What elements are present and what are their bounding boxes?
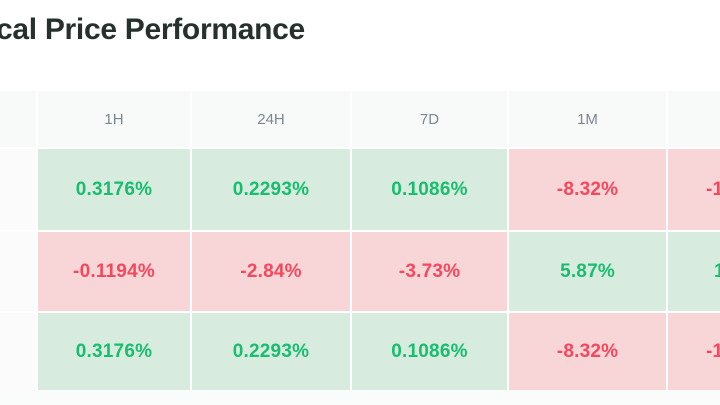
perf-cell-row1-clipped: -1 xyxy=(668,149,720,230)
performance-table: 1H 24H 7D 1M 0.3176% 0.2293% 0.1086% -8.32% -1 -0… xyxy=(0,91,720,390)
col-header-1h: 1H xyxy=(38,91,190,147)
perf-cell-row1-24h: 0.2293% xyxy=(192,149,350,230)
perf-cell-row2-1m: 5.87% xyxy=(509,232,666,311)
row-label-cell xyxy=(0,149,36,230)
perf-cell-row2-clipped: 1 xyxy=(668,232,720,311)
perf-cell-row3-1h: 0.3176% xyxy=(38,313,190,390)
footer-strip xyxy=(0,390,720,405)
perf-cell-row2-1h: -0.1194% xyxy=(38,232,190,311)
col-header-blank xyxy=(0,91,36,147)
page-title: cal Price Performance xyxy=(0,13,305,46)
perf-cell-row2-24h: -2.84% xyxy=(192,232,350,311)
perf-cell-row2-7d: -3.73% xyxy=(352,232,507,311)
perf-cell-row1-7d: 0.1086% xyxy=(352,149,507,230)
col-header-clipped xyxy=(668,91,720,147)
row-label-cell xyxy=(0,313,36,390)
col-header-24h: 24H xyxy=(192,91,350,147)
perf-cell-row3-1m: -8.32% xyxy=(509,313,666,390)
perf-cell-row3-24h: 0.2293% xyxy=(192,313,350,390)
row-label-cell xyxy=(0,232,36,311)
perf-cell-row3-clipped: -1 xyxy=(668,313,720,390)
perf-cell-row1-1h: 0.3176% xyxy=(38,149,190,230)
col-header-7d: 7D xyxy=(352,91,507,147)
perf-cell-row1-1m: -8.32% xyxy=(509,149,666,230)
col-header-1m: 1M xyxy=(509,91,666,147)
perf-cell-row3-7d: 0.1086% xyxy=(352,313,507,390)
